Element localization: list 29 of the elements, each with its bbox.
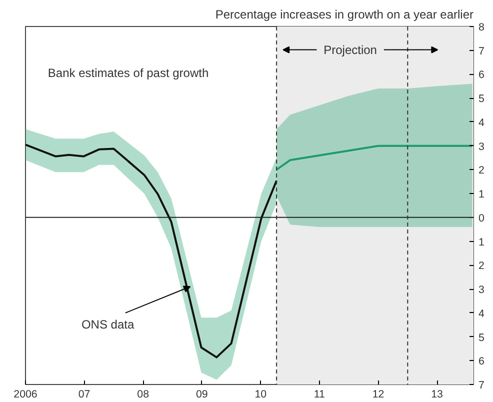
y-tick-label: 2 <box>478 164 484 177</box>
line-series <box>276 144 474 171</box>
x-tick-label: 13 <box>431 388 444 400</box>
x-tick-label: 12 <box>372 388 384 400</box>
y-tick-label: 1 <box>478 236 484 248</box>
y-tick-label: 3 <box>478 284 484 296</box>
chart-title: Percentage increases in growth on a year earlier <box>215 8 474 22</box>
y-tick-label: 4 <box>478 116 484 129</box>
y-tick-label: 6 <box>478 356 484 368</box>
x-tick-label: 07 <box>78 388 90 400</box>
y-tick-label: 8 <box>478 22 484 34</box>
x-tick-label: 11 <box>314 388 326 400</box>
y-tick-label: 0 <box>478 212 484 224</box>
y-tick-label: 3 <box>478 140 484 153</box>
y-tick-label: 5 <box>478 332 484 344</box>
y-tick-label: 1 <box>478 188 484 201</box>
annotation: Bank estimates of past growth <box>48 66 209 80</box>
x-tick-label: 08 <box>137 388 150 400</box>
y-tick-label: 4 <box>478 308 484 320</box>
x-tick-label: 2006 <box>14 388 38 400</box>
x-tick-label: 09 <box>196 388 208 400</box>
y-tick-label: 5 <box>478 93 484 106</box>
y-tick-label: 7 <box>478 380 484 392</box>
y-tick-label: 6 <box>478 69 484 82</box>
annotation: ONS data <box>81 318 134 332</box>
x-tick-label: 10 <box>254 388 267 400</box>
y-tick-label: 2 <box>478 260 484 272</box>
y-tick-label: 7 <box>478 45 484 58</box>
annotation: Projection <box>324 42 377 57</box>
